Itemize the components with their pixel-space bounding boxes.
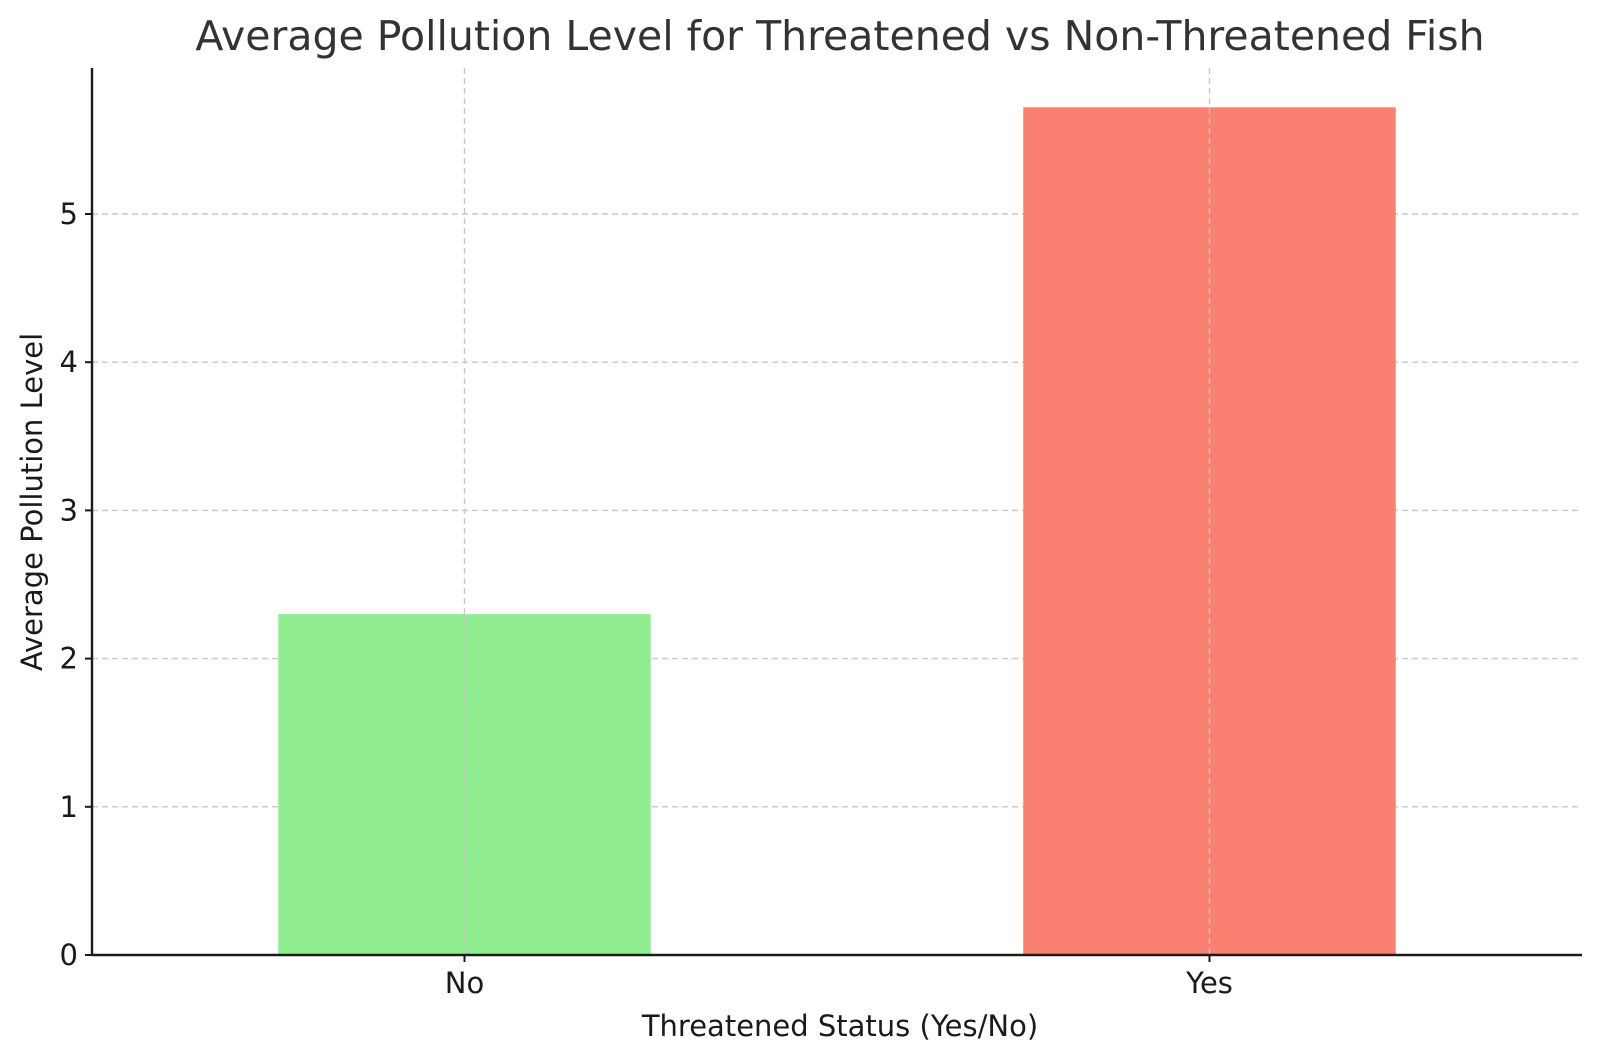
y-tick-label-1: 1	[60, 790, 78, 824]
chart-title: Average Pollution Level for Threatened v…	[195, 12, 1484, 60]
axes	[90, 68, 1582, 957]
bars	[278, 107, 1396, 955]
y-ticks: 0 1 2 3 4 5	[60, 197, 92, 972]
y-tick-label-5: 5	[60, 197, 78, 231]
x-axis-label: Threatened Status (Yes/No)	[641, 1009, 1038, 1043]
y-tick-label-4: 4	[60, 345, 78, 379]
y-tick-label-2: 2	[60, 642, 78, 676]
x-tick-label-yes: Yes	[1185, 966, 1233, 1000]
y-axis-label: Average Pollution Level	[15, 333, 49, 671]
y-tick-label-3: 3	[60, 493, 78, 527]
y-tick-label-0: 0	[60, 938, 78, 972]
x-ticks: No Yes	[445, 955, 1233, 1000]
x-tick-label-no: No	[445, 966, 484, 1000]
